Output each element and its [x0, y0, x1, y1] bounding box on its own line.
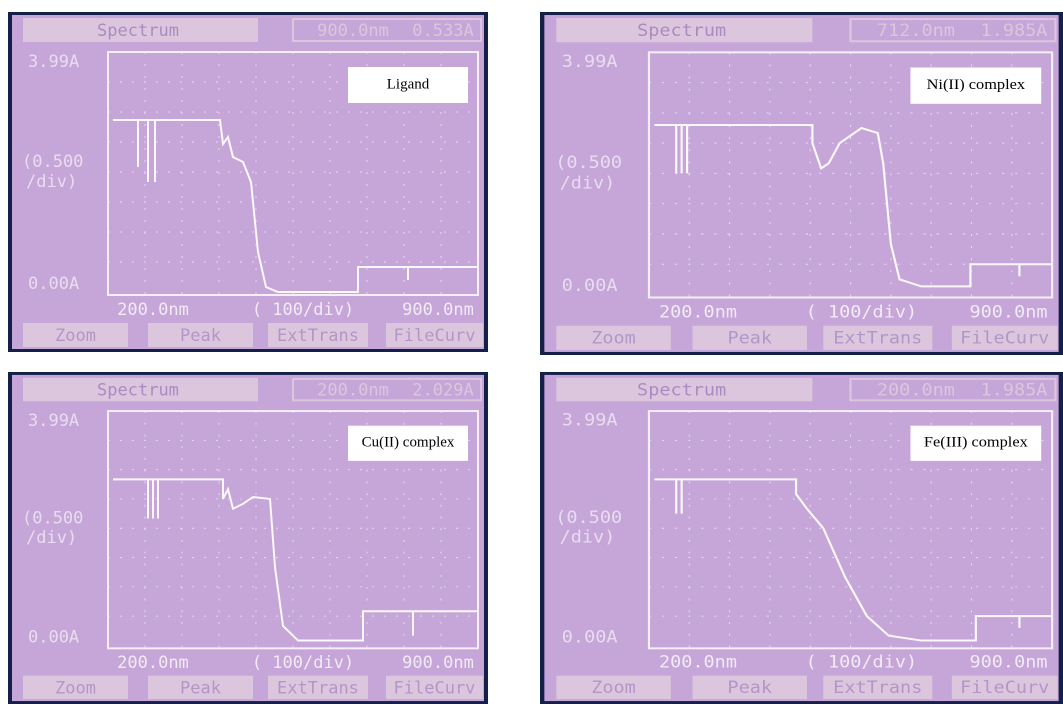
instrument-screen: Spectrum 200.0nm 2.029A 3.99A (0.500/div) 0.0…: [8, 372, 488, 704]
absorbance: 0.533A: [412, 21, 473, 41]
y-max: 3.99A: [28, 52, 79, 72]
wavelength: 900.0nm: [317, 21, 389, 41]
instrument-screen: Spectrum 200.0nm 1.985A 3.99A (0.500/div) 0.0…: [540, 372, 1063, 704]
x-max: 900.0nm: [402, 300, 474, 320]
button-label[interactable]: Zoom: [591, 328, 636, 348]
header: Spectrum: [97, 380, 179, 400]
wavelength: 200.0nm: [317, 380, 389, 400]
absorbance: 2.029A: [412, 380, 473, 400]
y-scale: (0.500: [555, 509, 622, 528]
y-min: 0.00A: [28, 274, 79, 294]
y-scale: /div): [560, 173, 616, 193]
y-scale: (0.500: [22, 152, 83, 172]
x-max: 900.0nm: [402, 652, 474, 672]
x-min: 200.0nm: [117, 300, 189, 320]
y-min: 0.00A: [28, 627, 79, 647]
button-label[interactable]: ExtTrans: [833, 328, 922, 348]
x-scale: ( 100/div): [252, 652, 354, 672]
button-label[interactable]: Zoom: [55, 678, 96, 698]
x-min: 200.0nm: [659, 654, 737, 673]
y-scale: (0.500: [555, 153, 622, 173]
header: Spectrum: [97, 21, 179, 41]
y-scale: /div): [560, 529, 616, 548]
button-label[interactable]: FileCurv: [394, 678, 476, 698]
x-scale: ( 100/div): [806, 654, 917, 673]
y-scale: (0.500: [22, 508, 83, 528]
button-label[interactable]: Zoom: [55, 326, 96, 346]
y-max: 3.99A: [28, 410, 79, 430]
button-label[interactable]: FileCurv: [394, 326, 476, 346]
instrument-screen: Spectrum 900.0nm 0.533A 3.99A (0.500/div) 0.0…: [8, 12, 488, 352]
panel-label: Fe(III) complex: [924, 434, 1028, 450]
button-label[interactable]: ExtTrans: [277, 326, 359, 346]
button-label[interactable]: Zoom: [591, 679, 636, 698]
header: Spectrum: [637, 381, 726, 400]
button-label[interactable]: Peak: [727, 328, 772, 348]
x-max: 900.0nm: [970, 302, 1048, 322]
y-scale: /div): [26, 172, 77, 192]
y-min: 0.00A: [562, 276, 618, 296]
y-max: 3.99A: [562, 52, 618, 72]
panel-label: Ni(II) complex: [927, 77, 1026, 93]
x-scale: ( 100/div): [252, 300, 354, 320]
wavelength: 200.0nm: [877, 381, 955, 400]
page: Spectrum 900.0nm 0.533A 3.99A (0.500/div) 0.0…: [0, 0, 1063, 704]
instrument-screen: Spectrum 712.0nm 1.985A 3.99A (0.500/div) 0.0…: [540, 12, 1063, 355]
button-label[interactable]: FileCurv: [960, 679, 1049, 698]
absorbance: 1.985A: [981, 21, 1048, 41]
button-label[interactable]: Peak: [727, 679, 772, 698]
y-max: 3.99A: [562, 411, 618, 430]
button-label[interactable]: FileCurv: [960, 328, 1049, 348]
screen: [544, 375, 1058, 701]
button-label[interactable]: ExtTrans: [833, 679, 922, 698]
x-max: 900.0nm: [970, 654, 1048, 673]
x-scale: ( 100/div): [806, 302, 917, 322]
panel-label: Ligand: [387, 76, 430, 92]
x-min: 200.0nm: [659, 302, 737, 322]
header: Spectrum: [637, 21, 726, 41]
wavelength: 712.0nm: [877, 21, 955, 41]
y-min: 0.00A: [562, 628, 618, 647]
panel-label: Cu(II) complex: [362, 435, 455, 451]
button-label[interactable]: Peak: [180, 326, 221, 346]
y-scale: /div): [26, 527, 77, 547]
x-min: 200.0nm: [117, 652, 189, 672]
button-label[interactable]: ExtTrans: [277, 678, 359, 698]
absorbance: 1.985A: [981, 381, 1048, 400]
screen: [12, 15, 484, 349]
button-label[interactable]: Peak: [180, 678, 221, 698]
